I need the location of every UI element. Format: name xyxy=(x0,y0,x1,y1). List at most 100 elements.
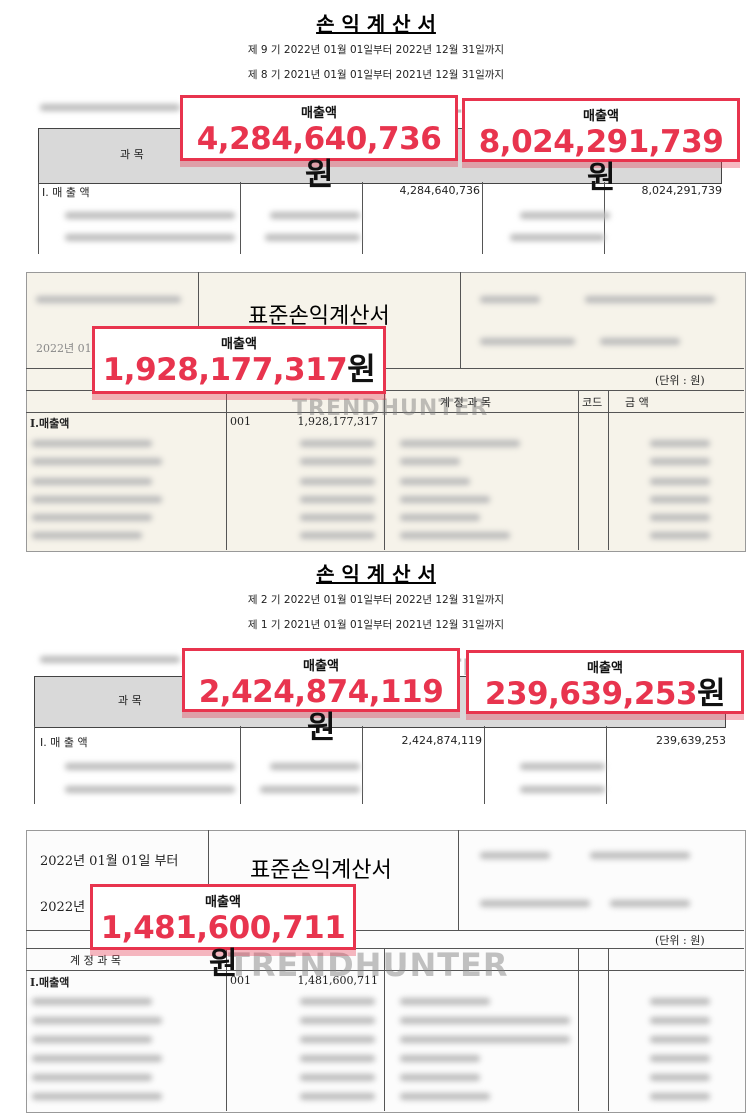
value: 2,424,874,119 xyxy=(401,734,482,747)
blurred-text xyxy=(400,1074,480,1081)
blurred-text xyxy=(65,763,235,770)
doc-title: 표준손익계산서 xyxy=(250,858,392,883)
value: 8,024,291,739 xyxy=(641,184,722,197)
blurred-text xyxy=(400,1055,480,1062)
blurred-text xyxy=(520,786,605,793)
callout-label: 매출액 xyxy=(587,661,623,676)
callout-amount: 1,928,177,317 xyxy=(102,352,348,388)
period: 제 8 기 2021년 01월 01일부터 2021년 12월 31일까지 xyxy=(247,69,505,81)
callout-label: 매출액 xyxy=(301,106,337,121)
blurred-text xyxy=(520,212,610,219)
rule: 1,928,177,317원 xyxy=(95,352,383,388)
rule xyxy=(34,726,35,804)
rule xyxy=(482,182,483,254)
rule xyxy=(208,830,209,930)
blurred-text xyxy=(650,1093,710,1100)
blurred-text xyxy=(300,1074,375,1081)
watermark: TRENDHUNTER xyxy=(292,396,489,421)
rule xyxy=(362,182,363,254)
period: 2022년 01월 01일 부터 xyxy=(40,854,179,869)
callout: 매출액 8,024,291,739원 xyxy=(462,98,740,196)
blurred-text xyxy=(300,998,375,1005)
rule: 239,639,253원 xyxy=(469,676,741,712)
blurred-text xyxy=(650,458,710,465)
rule: 8,024,291,739원 xyxy=(465,124,737,196)
blurred-text xyxy=(300,514,375,521)
blurred-text xyxy=(480,296,540,303)
rule xyxy=(198,272,199,368)
blurred-text xyxy=(260,786,360,793)
callout-amount: 4,284,640,736 xyxy=(196,121,442,157)
rule xyxy=(578,948,579,1111)
unit-note: (단위 : 원) xyxy=(655,934,705,947)
blurred-text xyxy=(300,440,375,447)
row-label: Ⅰ. 매 출 액 xyxy=(42,186,90,199)
rule xyxy=(226,948,227,1111)
rule xyxy=(240,726,241,804)
blurred-text xyxy=(300,532,375,539)
period: 제 1 기 2021년 01월 01일부터 2021년 12월 31일까지 xyxy=(247,619,505,631)
rule: 4,284,640,736원 xyxy=(183,121,455,193)
rule xyxy=(26,970,744,971)
blurred-text xyxy=(32,1093,162,1100)
callout-unit: 원 xyxy=(347,352,376,388)
blurred-text xyxy=(590,852,690,859)
blurred-text xyxy=(650,1036,710,1043)
callout-unit: 원 xyxy=(586,160,616,196)
blurred-text xyxy=(650,478,710,485)
rule xyxy=(26,948,744,949)
doc-title: 표준손익계산서 xyxy=(248,304,390,329)
blurred-text xyxy=(480,900,590,907)
blurred-text xyxy=(300,458,375,465)
rule xyxy=(578,390,579,550)
row-code: 001 xyxy=(230,974,251,987)
row-value: 1,481,600,711 xyxy=(297,974,378,987)
blurred-text xyxy=(400,496,490,503)
header: 계 정 과 목 xyxy=(440,396,491,409)
row-label: I.매출액 xyxy=(30,417,70,430)
rule xyxy=(240,182,241,254)
blurred-text xyxy=(650,998,710,1005)
rule xyxy=(26,930,744,931)
rule xyxy=(608,390,609,550)
header: 과 목 xyxy=(118,694,142,707)
blurred-text xyxy=(400,478,470,485)
blurred-text xyxy=(300,496,375,503)
callout-amount: 8,024,291,739 xyxy=(478,124,724,160)
blurred-text xyxy=(650,1074,710,1081)
blurred-text xyxy=(585,296,715,303)
blurred-text xyxy=(650,496,710,503)
rule xyxy=(362,726,363,804)
callout-amount: 239,639,253 xyxy=(484,676,698,712)
rule xyxy=(384,948,385,1111)
callout: 매출액 1,481,600,711원 xyxy=(90,884,356,982)
blurred-text xyxy=(270,763,360,770)
blurred-text xyxy=(300,478,375,485)
callout-label: 매출액 xyxy=(583,109,619,124)
blurred-text xyxy=(600,338,680,345)
callout-amount: 2,424,874,119 xyxy=(198,674,444,710)
title: 손 익 계 산 서 xyxy=(316,12,436,36)
period: 제 9 기 2022년 01월 01일부터 2022년 12월 31일까지 xyxy=(247,44,505,56)
rule xyxy=(38,182,39,254)
unit-note: (단위 : 원) xyxy=(655,374,705,387)
blurred-text xyxy=(270,212,360,219)
blurred-text xyxy=(400,1017,570,1024)
blurred-text xyxy=(650,514,710,521)
blurred-text xyxy=(300,1017,375,1024)
document xyxy=(26,830,746,1113)
header: 금 액 xyxy=(625,396,649,409)
period: 2022년 0 xyxy=(40,900,98,915)
blurred-text xyxy=(65,234,235,241)
blurred-text xyxy=(400,458,460,465)
blurred-text xyxy=(32,998,152,1005)
blurred-text xyxy=(32,532,142,539)
blurred-text xyxy=(265,234,360,241)
rule xyxy=(484,726,485,804)
blurred-text xyxy=(65,212,235,219)
blurred-text xyxy=(32,496,162,503)
blurred-text xyxy=(610,900,690,907)
rule xyxy=(608,948,609,1111)
rule xyxy=(384,390,385,550)
